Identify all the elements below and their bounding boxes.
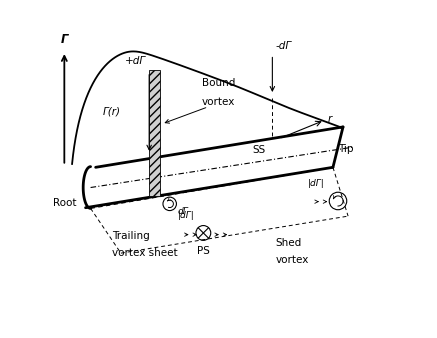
Text: |dΓ|: |dΓ| [308,178,325,188]
Text: Γ(r): Γ(r) [102,107,120,117]
Text: Trailing: Trailing [112,232,150,241]
Text: SS: SS [252,145,266,155]
Text: vortex: vortex [276,255,309,265]
Text: r: r [328,114,332,124]
Text: Shed: Shed [276,238,302,248]
Text: -dΓ: -dΓ [275,41,291,51]
Polygon shape [149,70,160,196]
Text: Tip: Tip [338,144,354,154]
Text: PS: PS [197,246,210,257]
Text: Root: Root [53,198,76,208]
Text: dΓ: dΓ [177,207,188,216]
Text: vortex: vortex [202,97,235,107]
Text: +dΓ: +dΓ [125,56,146,66]
Text: Bound: Bound [202,78,235,88]
Text: |dΓ|: |dΓ| [178,211,195,220]
Text: vortex sheet: vortex sheet [112,248,178,258]
Text: Γ: Γ [61,33,68,46]
